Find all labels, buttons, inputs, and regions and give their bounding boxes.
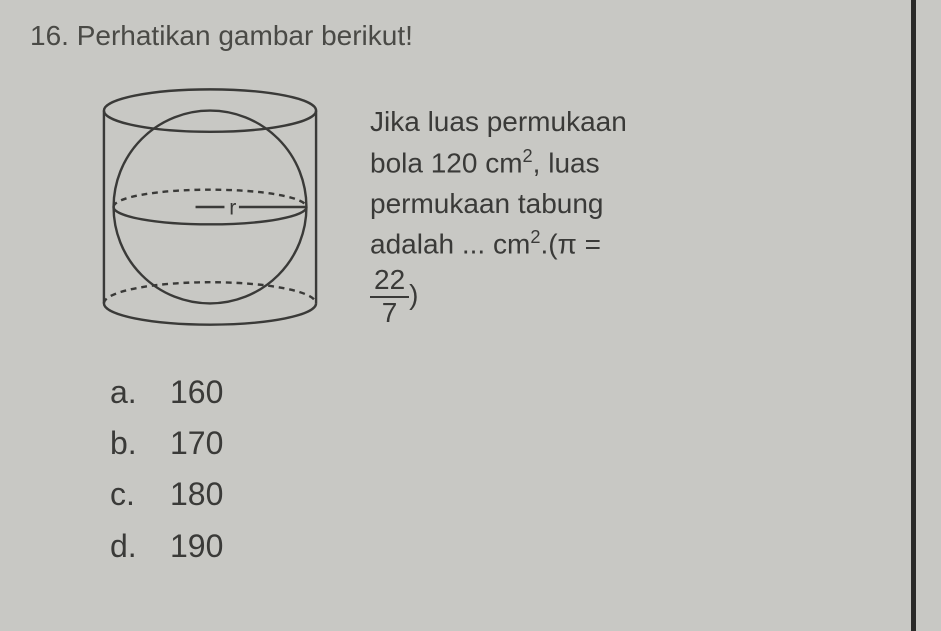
page-border-line <box>911 0 916 631</box>
question-number: 16. <box>30 20 69 51</box>
problem-line4b: .(π = <box>540 228 601 259</box>
option-b: b. 170 <box>110 418 911 469</box>
answer-options: a. 160 b. 170 c. 180 d. 190 <box>110 367 911 572</box>
radius-label: r <box>229 197 236 220</box>
problem-line2b: , luas <box>533 147 600 178</box>
cylinder-bottom-back <box>104 282 316 303</box>
sphere-equator-back <box>114 190 307 207</box>
pi-fraction: 22 7 <box>370 265 409 329</box>
sphere-equator-front <box>114 207 307 224</box>
option-value: 180 <box>170 469 223 520</box>
option-value: 160 <box>170 367 223 418</box>
option-letter: b. <box>110 418 140 469</box>
problem-line1: Jika luas permukaan <box>370 106 627 137</box>
fraction-denominator: 7 <box>370 298 409 329</box>
problem-exp2a: 2 <box>523 146 533 166</box>
cylinder-bottom-front <box>104 303 316 324</box>
option-letter: a. <box>110 367 140 418</box>
option-letter: c. <box>110 469 140 520</box>
problem-text: Jika luas permukaan bola 120 cm2, luas p… <box>370 72 790 329</box>
problem-line4a: adalah ... cm <box>370 228 530 259</box>
option-value: 170 <box>170 418 223 469</box>
page-content: 16. Perhatikan gambar berikut! <box>0 0 941 592</box>
question-header: 16. Perhatikan gambar berikut! <box>30 20 911 52</box>
problem-exp4: 2 <box>530 227 540 247</box>
option-letter: d. <box>110 521 140 572</box>
option-c: c. 180 <box>110 469 911 520</box>
option-a: a. 160 <box>110 367 911 418</box>
content-row: r Jika luas permukaan bola 120 cm2, luas… <box>70 72 911 342</box>
option-value: 190 <box>170 521 223 572</box>
geometry-diagram: r <box>70 72 350 342</box>
closing-paren: ) <box>409 279 418 310</box>
cylinder-sphere-svg: r <box>70 72 350 342</box>
problem-line2a: bola 120 cm <box>370 147 523 178</box>
option-d: d. 190 <box>110 521 911 572</box>
fraction-numerator: 22 <box>370 265 409 298</box>
problem-line3: permukaan tabung <box>370 188 604 219</box>
question-prompt: Perhatikan gambar berikut! <box>77 20 413 51</box>
